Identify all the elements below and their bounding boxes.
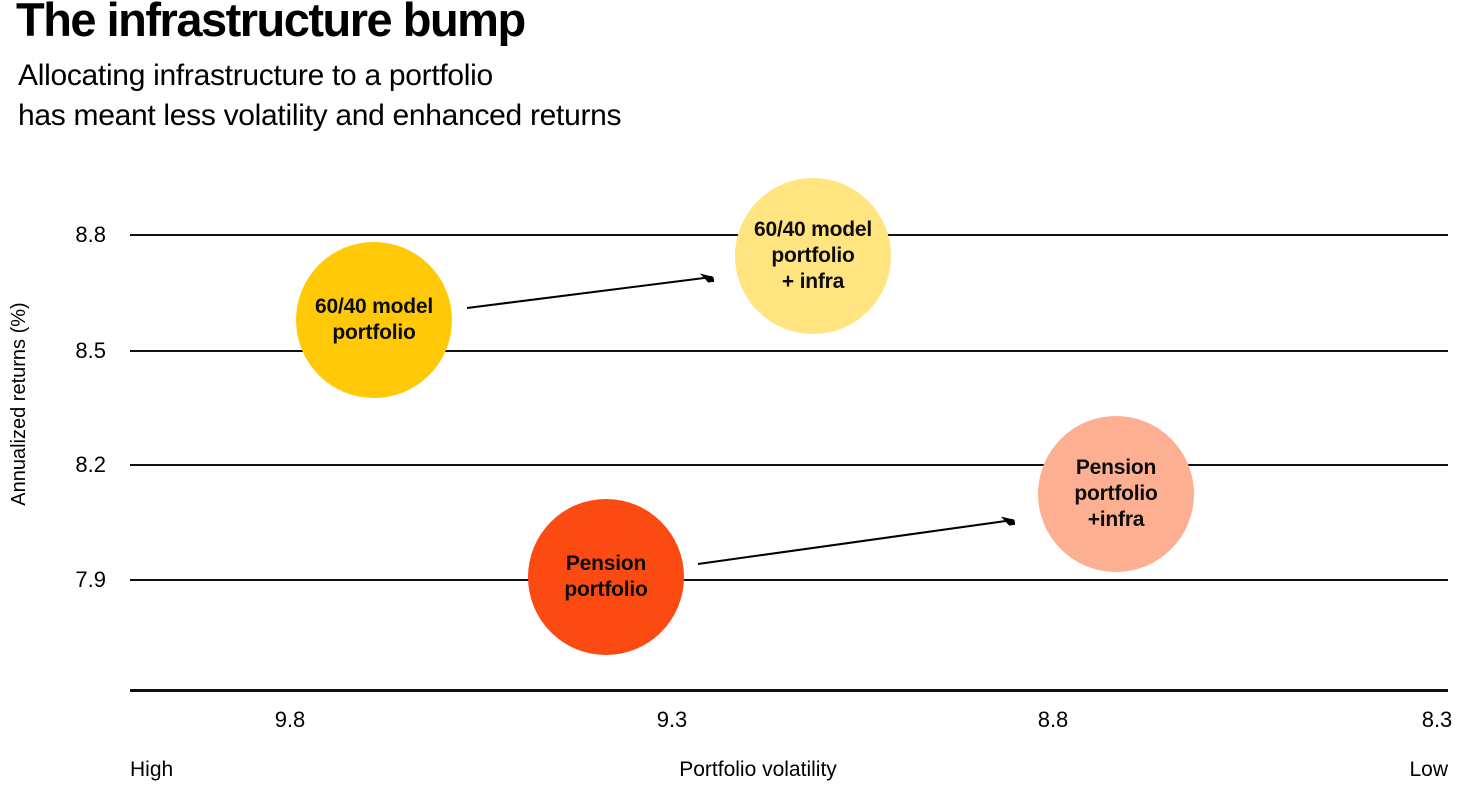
chart-title: The infrastructure bump (16, 0, 526, 46)
bubble-label-line: 60/40 model (753, 218, 873, 241)
bubble-label-line: +infra (1087, 508, 1145, 531)
arrow-pension-to-infra-icon (697, 520, 1013, 565)
x-tick-label: 9.8 (274, 707, 306, 732)
bubble-60-40-model-portfolio: 60/40 model portfolio (296, 242, 452, 398)
bubble-label-line: 60/40 model (314, 295, 434, 318)
x-axis-low-label: Low (1409, 758, 1448, 781)
bubble-label-line: portfolio (771, 244, 855, 267)
x-axis-high-label: High (130, 758, 174, 781)
y-tick-label: 8.8 (75, 222, 106, 247)
bubble-pension-portfolio-infra: Pension portfolio +infra (1038, 416, 1194, 572)
x-tick-label: 8.8 (1037, 707, 1069, 732)
x-tick-label: 9.3 (656, 707, 688, 732)
chart-subtitle-line-2: has meant less volatility and enhanced r… (18, 99, 622, 132)
gridline-7-9 (130, 579, 1448, 581)
gridline-8-2 (130, 464, 1448, 466)
y-tick-label: 8.5 (75, 338, 106, 363)
bubble-60-40-model-portfolio-infra: 60/40 model portfolio + infra (735, 178, 891, 334)
y-axis-title: Annualized returns (%) (8, 302, 30, 506)
x-tick-label: 8.3 (1421, 707, 1453, 732)
x-axis-title: Portfolio volatility (679, 758, 837, 781)
bubble-pension-portfolio: Pension portfolio (528, 499, 684, 655)
bubble-label-line: portfolio (564, 578, 648, 601)
arrow-6040-to-infra-icon (466, 277, 712, 309)
bubble-label-line: + infra (781, 270, 845, 293)
chart-subtitle: Allocating infrastructure to a portfolio… (18, 56, 622, 136)
bubble-label-line: portfolio (1074, 482, 1158, 505)
bubble-label-line: portfolio (332, 321, 416, 344)
bubble-label-line: Pension (1075, 456, 1157, 479)
y-tick-label: 7.9 (75, 567, 106, 592)
bubble-label-line: Pension (565, 552, 647, 575)
chart-subtitle-line-1: Allocating infrastructure to a portfolio (18, 59, 493, 92)
y-tick-label: 8.2 (75, 452, 106, 477)
x-axis-line (130, 689, 1448, 692)
gridline-8-5 (130, 350, 1448, 352)
